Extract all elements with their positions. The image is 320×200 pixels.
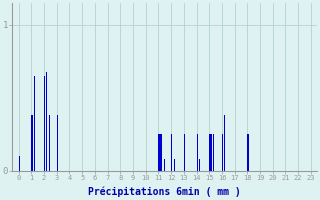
- Bar: [224, 115, 225, 171]
- X-axis label: Précipitations 6min ( mm ): Précipitations 6min ( mm ): [88, 187, 241, 197]
- Bar: [164, 159, 165, 171]
- Bar: [209, 134, 211, 171]
- Bar: [171, 134, 172, 171]
- Bar: [160, 134, 162, 171]
- Bar: [211, 134, 212, 171]
- Bar: [199, 159, 200, 171]
- Bar: [247, 134, 249, 171]
- Bar: [158, 134, 160, 171]
- Bar: [57, 115, 58, 171]
- Bar: [46, 72, 47, 171]
- Bar: [31, 115, 33, 171]
- Bar: [222, 134, 223, 171]
- Bar: [213, 134, 214, 171]
- Bar: [44, 76, 45, 171]
- Bar: [174, 159, 175, 171]
- Bar: [196, 134, 198, 171]
- Bar: [19, 156, 20, 171]
- Bar: [49, 115, 51, 171]
- Bar: [34, 76, 35, 171]
- Bar: [184, 134, 185, 171]
